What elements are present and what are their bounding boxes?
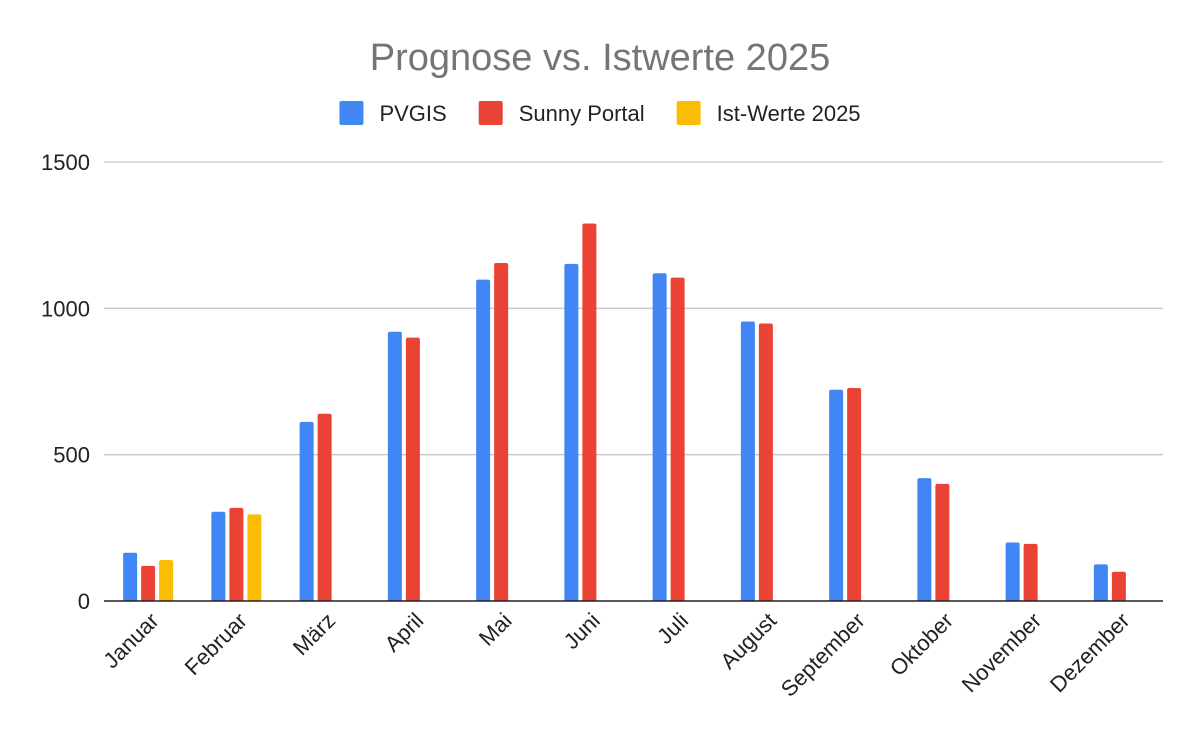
bar-pvgis-juli <box>652 273 667 601</box>
bar-pvgis-dezember <box>1093 564 1108 601</box>
x-tick-label-oktober: Oktober <box>885 608 958 681</box>
legend-item-sunny-portal: Sunny Portal <box>478 101 645 126</box>
x-tick-label-dezember: Dezember <box>1045 608 1134 697</box>
x-tick-label-juli: Juli <box>652 608 693 649</box>
y-tick-label-1500: 1500 <box>41 150 90 175</box>
legend-swatch-ist-werte-2025 <box>676 101 701 125</box>
bar-pvgis-september <box>829 389 844 601</box>
bar-pvgis-februar <box>211 511 226 601</box>
y-tick-label-1000: 1000 <box>41 296 90 321</box>
bar-sunny-portal-oktober <box>935 483 950 601</box>
gridlines <box>104 161 1163 456</box>
bar-sunny-portal-dezember <box>1111 571 1126 601</box>
bar-ist-werte-2025-februar <box>247 514 262 601</box>
bars <box>123 223 1126 601</box>
x-tick-label-juni: Juni <box>559 608 605 654</box>
bar-sunny-portal-april <box>405 337 420 601</box>
y-tick-label-0: 0 <box>78 589 90 614</box>
bar-pvgis-august <box>740 321 755 601</box>
bar-pvgis-januar <box>123 552 138 601</box>
legend-item-pvgis: PVGIS <box>339 101 447 126</box>
legend-label-sunny-portal: Sunny Portal <box>519 101 645 126</box>
x-tick-label-mai: Mai <box>474 608 517 651</box>
legend-swatch-pvgis <box>339 101 364 125</box>
x-tick-label-maerz: März <box>288 608 340 660</box>
bar-pvgis-april <box>387 331 402 601</box>
bar-sunny-portal-august <box>758 323 773 601</box>
bar-pvgis-oktober <box>917 478 932 601</box>
legend: PVGIS Sunny Portal Ist-Werte 2025 <box>339 101 861 126</box>
bar-sunny-portal-januar <box>141 565 156 601</box>
legend-label-ist-werte-2025: Ist-Werte 2025 <box>717 101 861 126</box>
bar-ist-werte-2025-januar <box>159 560 174 601</box>
y-tick-label-500: 500 <box>53 443 90 468</box>
x-tick-label-februar: Februar <box>180 608 252 680</box>
legend-label-pvgis: PVGIS <box>379 101 446 126</box>
bar-pvgis-maerz <box>299 421 314 601</box>
bar-pvgis-juni <box>564 263 579 601</box>
x-axis: Januar Februar März April Mai Juni Juli AugustS… <box>98 600 1163 702</box>
bar-sunny-portal-februar <box>229 507 244 601</box>
bar-sunny-portal-november <box>1023 543 1038 601</box>
x-tick-label-januar: Januar <box>98 608 163 673</box>
x-tick-label-september: September <box>776 608 870 702</box>
x-tick-label-august: August <box>715 608 781 674</box>
bar-pvgis-november <box>1005 542 1020 601</box>
bar-sunny-portal-september <box>847 387 862 601</box>
legend-item-ist-werte-2025: Ist-Werte 2025 <box>676 101 861 126</box>
x-tick-label-november: November <box>957 608 1046 697</box>
bar-sunny-portal-maerz <box>317 413 332 601</box>
bar-sunny-portal-juni <box>582 223 597 601</box>
y-axis: 0 500 1000 1500 <box>41 150 90 614</box>
x-tick-label-april: April <box>380 608 429 657</box>
bar-sunny-portal-juli <box>670 277 685 601</box>
bar-sunny-portal-mai <box>494 262 509 601</box>
legend-swatch-sunny-portal <box>478 101 503 125</box>
chart-title: Prognose vs. Istwerte 2025 <box>370 37 830 79</box>
bar-pvgis-mai <box>476 279 491 601</box>
